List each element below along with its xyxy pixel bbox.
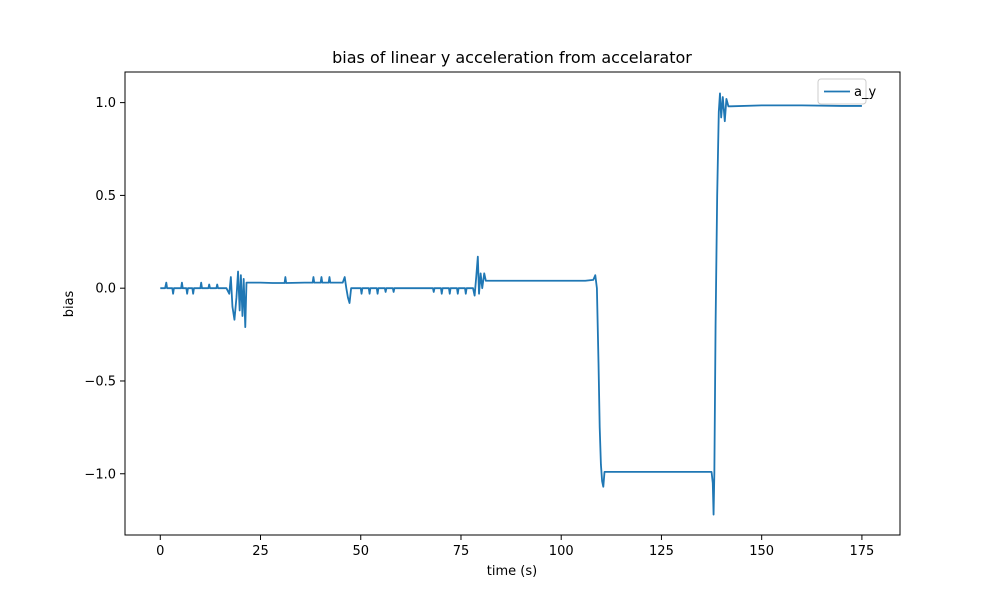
x-tick-label: 50 [352, 544, 369, 559]
x-tick-label: 75 [453, 544, 470, 559]
x-tick-label: 125 [649, 544, 674, 559]
x-tick-label: 25 [252, 544, 269, 559]
x-tick-label: 0 [156, 544, 164, 559]
x-axis-label: time (s) [487, 564, 537, 579]
chart-title: bias of linear y acceleration from accel… [332, 48, 692, 67]
axes-frame [124, 71, 901, 536]
legend-label: a_y [854, 85, 876, 100]
legend: a_y [817, 78, 876, 105]
series-line-a_y [160, 92, 862, 516]
x-tick-label: 150 [749, 544, 774, 559]
ticks-layer: 0 25 50 75 100 125 150 175 −1.0 −0.5 0.0 0.5 1.0 [84, 96, 874, 559]
y-tick-label: −0.5 [84, 374, 116, 389]
y-tick-label: 1.0 [95, 96, 116, 111]
y-tick-label: 0.0 [95, 282, 116, 297]
x-tick-label: 100 [549, 544, 574, 559]
y-axis-label: bias [62, 290, 77, 317]
y-tick-label: 0.5 [95, 189, 116, 204]
y-tick-label: −1.0 [84, 467, 116, 482]
x-tick-label: 175 [849, 544, 874, 559]
plot-area [160, 92, 862, 516]
